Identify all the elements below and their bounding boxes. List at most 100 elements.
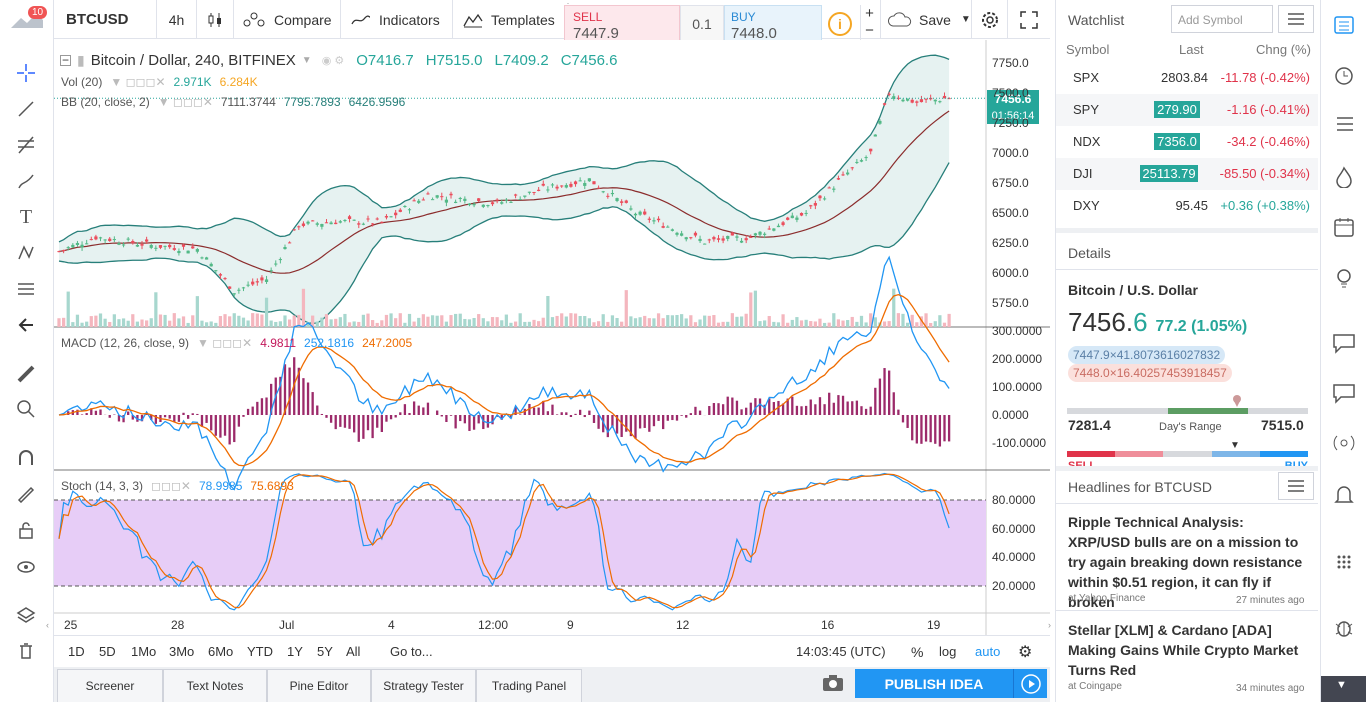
alerts-logo[interactable]: 10 bbox=[8, 6, 48, 34]
templates-button[interactable]: Templates bbox=[453, 0, 563, 39]
help-button[interactable]: ▼ bbox=[1321, 676, 1366, 702]
fib-tool-icon[interactable] bbox=[8, 130, 44, 160]
tab-pine-editor[interactable]: Pine Editor bbox=[267, 669, 371, 702]
settings-icons[interactable]: ◻◻◻✕ bbox=[151, 479, 191, 493]
alarm-clock-icon[interactable] bbox=[1327, 58, 1361, 92]
plus-icon[interactable]: + bbox=[865, 5, 874, 22]
trash-icon[interactable] bbox=[8, 636, 44, 666]
notifications-bell-icon[interactable] bbox=[1327, 478, 1361, 512]
col-last[interactable]: Last bbox=[1179, 42, 1204, 57]
settings-button[interactable] bbox=[972, 0, 1008, 39]
auto-scale-toggle[interactable]: auto bbox=[975, 644, 1001, 659]
col-symbol[interactable]: Symbol bbox=[1066, 42, 1110, 57]
prediction-icon[interactable] bbox=[8, 274, 44, 304]
settings-icons[interactable]: ▼ ◻◻◻✕ bbox=[110, 75, 166, 89]
more-dots-icon[interactable] bbox=[1327, 545, 1361, 579]
compare-button[interactable]: Compare bbox=[234, 0, 341, 39]
bug-report-icon[interactable] bbox=[1327, 610, 1361, 644]
watchlist-row[interactable]: SPX 2803.84 -11.78 (-0.42%) bbox=[1056, 62, 1318, 94]
symbol-search[interactable]: BTCUSD bbox=[54, 0, 157, 39]
sell-button[interactable]: SELL 7447.9 bbox=[564, 5, 680, 43]
chat-icon[interactable] bbox=[1327, 326, 1361, 360]
brush-icon[interactable] bbox=[8, 166, 44, 196]
ideas-bulb-icon[interactable] bbox=[1327, 262, 1361, 296]
tab-screener[interactable]: Screener bbox=[57, 669, 163, 702]
range-1y[interactable]: 1Y bbox=[287, 644, 303, 659]
range-all[interactable]: All bbox=[346, 644, 361, 659]
range-5d[interactable]: 5D bbox=[99, 644, 116, 659]
volume-label[interactable]: Vol (20) bbox=[61, 75, 103, 89]
eye-icon[interactable] bbox=[8, 552, 44, 582]
headlines-title[interactable]: Headlines for BTCUSD bbox=[1068, 479, 1212, 495]
streams-icon[interactable] bbox=[1327, 426, 1361, 460]
watchlist-title[interactable]: Watchlist bbox=[1068, 12, 1125, 28]
chart-canvas[interactable] bbox=[54, 40, 1050, 635]
chart-style-button[interactable] bbox=[197, 0, 234, 39]
minus-icon[interactable]: − bbox=[865, 22, 874, 39]
headline-item[interactable]: Stellar [XLM] & Cardano [ADA] Making Gai… bbox=[1056, 612, 1318, 702]
col-change[interactable]: Chng (%) bbox=[1256, 42, 1311, 57]
bb-label[interactable]: BB (20, close, 2) bbox=[61, 95, 150, 109]
details-title[interactable]: Details bbox=[1068, 245, 1111, 261]
pattern-icon[interactable] bbox=[8, 238, 44, 268]
text-tool-icon[interactable]: T bbox=[19, 205, 33, 228]
macd-label[interactable]: MACD (12, 26, close, 9) bbox=[61, 336, 190, 350]
range-3mo[interactable]: 3Mo bbox=[169, 644, 195, 659]
add-symbol-input[interactable]: Add Symbol bbox=[1171, 5, 1273, 33]
draw-mode-icon[interactable] bbox=[8, 478, 44, 508]
gear-icon[interactable]: ⚙ bbox=[1018, 644, 1033, 661]
data-window-icon[interactable] bbox=[1327, 108, 1361, 142]
indicators-button[interactable]: Indicators bbox=[341, 0, 453, 39]
size-stepper[interactable]: + − bbox=[860, 5, 878, 43]
log-scale-toggle[interactable]: log bbox=[939, 644, 957, 659]
watchlist-menu-button[interactable] bbox=[1278, 5, 1314, 33]
publish-video-button[interactable] bbox=[1013, 669, 1047, 698]
range-5y[interactable]: 5Y bbox=[317, 644, 333, 659]
back-arrow-icon[interactable] bbox=[8, 310, 44, 340]
tab-strategy-tester[interactable]: Strategy Tester bbox=[371, 669, 476, 702]
clock-label[interactable]: 14:03:45 (UTC) bbox=[796, 644, 886, 659]
goto-date-button[interactable]: Go to... bbox=[390, 644, 433, 659]
headline-item[interactable]: Ripple Technical Analysis: XRP/USD bulls… bbox=[1056, 506, 1318, 611]
buy-button[interactable]: BUY 7448.0 bbox=[724, 5, 822, 43]
chevron-left-icon[interactable]: ‹ bbox=[46, 620, 49, 630]
range-1mo[interactable]: 1Mo bbox=[131, 644, 157, 659]
ruler-icon[interactable] bbox=[8, 359, 44, 389]
chats-icon[interactable] bbox=[1327, 376, 1361, 410]
trend-line-icon[interactable] bbox=[8, 94, 44, 124]
tab-trading-panel[interactable]: Trading Panel bbox=[476, 669, 582, 702]
collapse-icon[interactable]: − bbox=[60, 53, 71, 67]
calendar-icon[interactable] bbox=[1327, 210, 1361, 244]
lock-icon[interactable] bbox=[8, 515, 44, 545]
magnet-icon[interactable] bbox=[8, 443, 44, 473]
settings-icons[interactable]: ▼ ◻◻◻✕ bbox=[157, 95, 213, 109]
settings-icons[interactable]: ▼ ◻◻◻✕ bbox=[197, 336, 253, 350]
chart-area[interactable]: − ▮ Bitcoin / Dollar, 240, BITFINEX ▼ ◉ … bbox=[54, 40, 1050, 635]
zoom-icon[interactable] bbox=[8, 394, 44, 424]
symbol-title[interactable]: Bitcoin / Dollar, 240, BITFINEX bbox=[90, 52, 296, 69]
range-1d[interactable]: 1D bbox=[68, 644, 85, 659]
chevron-right-icon[interactable]: › bbox=[1048, 620, 1051, 630]
publish-idea-button[interactable]: PUBLISH IDEA bbox=[855, 669, 1013, 698]
percent-scale-toggle[interactable]: % bbox=[911, 644, 924, 660]
stoch-label[interactable]: Stoch (14, 3, 3) bbox=[61, 479, 144, 493]
camera-icon[interactable] bbox=[822, 674, 844, 697]
crosshair-icon[interactable] bbox=[8, 58, 44, 88]
interval-button[interactable]: 4h bbox=[157, 0, 197, 39]
hotlist-icon[interactable] bbox=[1327, 160, 1361, 194]
eye-settings-icon[interactable]: ◉ ⚙ bbox=[321, 55, 345, 67]
layers-icon[interactable] bbox=[8, 600, 44, 630]
watchlist-row[interactable]: NDX 7356.0 -34.2 (-0.46%) bbox=[1056, 126, 1318, 158]
save-button[interactable]: Save ▼ bbox=[880, 0, 972, 39]
info-icon[interactable]: i bbox=[828, 12, 852, 36]
watchlist-icon[interactable] bbox=[1327, 8, 1361, 42]
fullscreen-button[interactable] bbox=[1008, 0, 1050, 39]
chevron-down-icon[interactable]: ▼ bbox=[301, 55, 312, 66]
watchlist-row[interactable]: DJI 25113.79 -85.50 (-0.34%) bbox=[1056, 158, 1318, 190]
headlines-menu-button[interactable] bbox=[1278, 472, 1314, 500]
range-6mo[interactable]: 6Mo bbox=[208, 644, 234, 659]
watchlist-row[interactable]: DXY 95.45 +0.36 (+0.38%) bbox=[1056, 190, 1318, 222]
watchlist-row[interactable]: SPY 279.90 -1.16 (-0.41%) bbox=[1056, 94, 1318, 126]
range-ytd[interactable]: YTD bbox=[247, 644, 273, 659]
tab-text-notes[interactable]: Text Notes bbox=[163, 669, 267, 702]
